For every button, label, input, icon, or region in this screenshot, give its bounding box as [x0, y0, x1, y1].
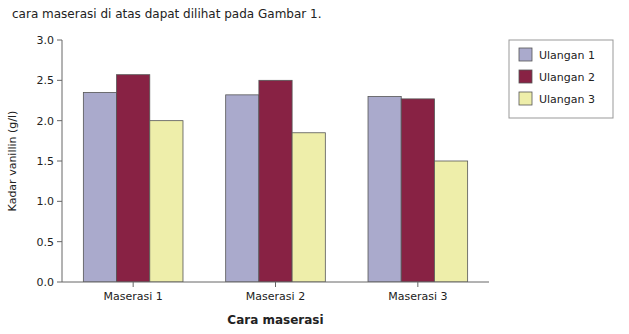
bar [292, 133, 325, 282]
legend-label: Ulangan 3 [539, 93, 595, 106]
y-tick-label: 2.5 [37, 74, 55, 87]
legend-swatch [519, 70, 532, 83]
y-tick [57, 201, 62, 202]
x-tick-label: Maserasi 3 [388, 290, 447, 303]
y-tick [57, 161, 62, 162]
bar [259, 80, 292, 282]
bar [226, 95, 259, 282]
y-tick [57, 120, 62, 121]
x-tick-label: Maserasi 2 [246, 290, 305, 303]
bar [117, 75, 150, 282]
x-tick [417, 282, 418, 287]
bar [401, 99, 434, 282]
bar [150, 121, 183, 282]
x-tick [275, 282, 276, 287]
legend-swatch [519, 92, 532, 105]
y-axis-line [62, 40, 63, 282]
y-tick-label: 0.5 [37, 236, 55, 249]
y-tick-label: 0.0 [37, 276, 55, 289]
y-tick-label: 2.0 [37, 115, 55, 128]
legend-label: Ulangan 2 [539, 71, 595, 84]
y-axis: 0.0 0.5 1.0 1.5 2.0 2.5 3.0 [37, 34, 63, 289]
y-tick [57, 40, 62, 41]
y-axis-title: Kadar vanillin (g/l) [6, 111, 19, 212]
legend-frame [509, 40, 613, 118]
legend-label: Ulangan 1 [539, 49, 595, 62]
x-axis-title: Cara maserasi [227, 313, 323, 327]
x-tick [133, 282, 134, 287]
y-tick-label: 1.0 [37, 195, 55, 208]
bar [434, 161, 467, 282]
legend-swatch [519, 48, 532, 61]
y-tick [57, 241, 62, 242]
x-tick-label: Maserasi 1 [104, 290, 163, 303]
annotation: cara maserasi di atas dapat dilihat pada… [12, 7, 322, 21]
chart: cara maserasi di atas dapat dilihat pada… [0, 0, 629, 334]
bars [83, 75, 467, 282]
y-tick [57, 80, 62, 81]
bar [368, 96, 401, 282]
y-tick [57, 282, 62, 283]
y-tick-label: 1.5 [37, 155, 55, 168]
y-tick-label: 3.0 [37, 34, 55, 47]
legend: Ulangan 1 Ulangan 2 Ulangan 3 [509, 40, 613, 118]
bar [83, 92, 116, 282]
